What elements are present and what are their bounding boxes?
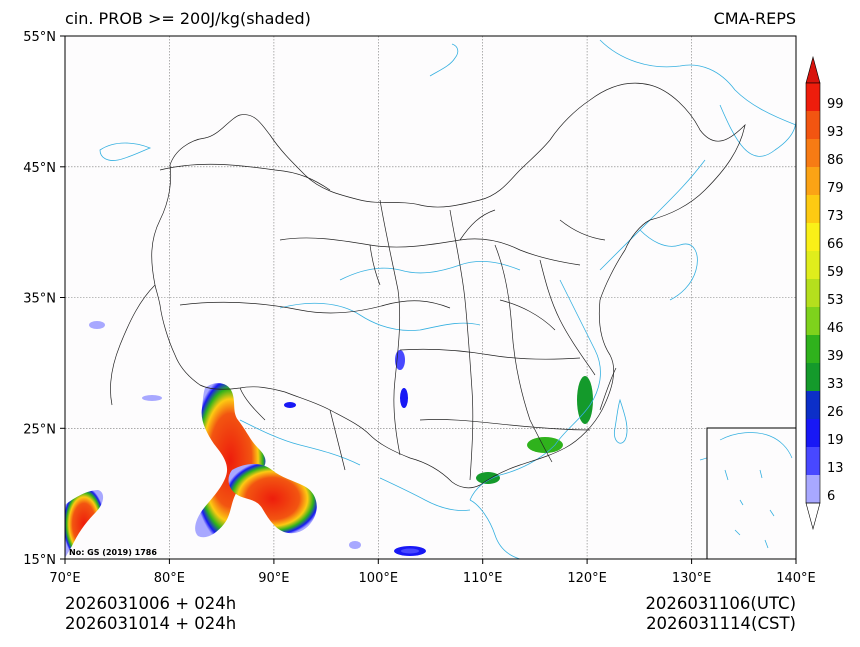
china-coast-shading: [577, 376, 593, 424]
colorbar-cell: [806, 307, 820, 336]
myanmar-shading: [349, 541, 361, 549]
colorbar-label: 33: [827, 377, 844, 392]
lon-label: 130°E: [672, 571, 712, 586]
tick-marks: [60, 35, 797, 564]
colorbar-cell: [806, 167, 820, 196]
colorbar-cell: [806, 391, 820, 420]
colorbar-cell: [806, 139, 820, 168]
colorbar-cell: [806, 447, 820, 476]
colorbar-cell: [806, 279, 820, 308]
colorbar-label: 19: [827, 433, 844, 448]
tibet-india-shading: [195, 383, 266, 538]
model-name: CMA-REPS: [713, 9, 796, 28]
china-coast-shading-2: [527, 437, 563, 453]
colorbar-over-arrow: [805, 55, 821, 84]
tibet-shading: [284, 402, 296, 408]
colorbar-cell: [806, 83, 820, 112]
colorbar-label: 46: [827, 321, 844, 336]
colorbar-label: 39: [827, 349, 844, 364]
lon-label: 120°E: [567, 571, 607, 586]
lat-label: 45°N: [23, 161, 56, 176]
colorbar-label: 26: [827, 405, 844, 420]
lon-label: 100°E: [359, 571, 399, 586]
colorbar-cell: [806, 195, 820, 224]
lon-label: 70°E: [49, 571, 80, 586]
lat-label: 35°N: [23, 292, 56, 307]
colorbar-label: 86: [827, 153, 844, 168]
colorbar-label: 6: [827, 489, 835, 504]
colorbar-cell: [806, 475, 820, 504]
colorbar-label: 13: [827, 461, 844, 476]
lat-label: 15°N: [23, 553, 56, 568]
yunnan-shading: [400, 388, 408, 408]
footer-valid-times: 2026031106(UTC) 2026031114(CST): [645, 594, 796, 634]
footer-init-times: 2026031006 + 024h 2026031014 + 024h: [65, 594, 236, 634]
lat-label: 25°N: [23, 422, 56, 437]
colorbar-cell: [806, 223, 820, 252]
colorbar-cell: [806, 111, 820, 140]
lon-label: 90°E: [258, 571, 289, 586]
lon-label: 110°E: [463, 571, 503, 586]
north-india-shading-2: [142, 395, 162, 401]
china-coast-shading-3: [476, 472, 500, 484]
colorbar-cell: [806, 363, 820, 392]
colorbar-cell: [806, 251, 820, 280]
valid-time-utc: 2026031106(UTC): [645, 594, 796, 613]
longitude-labels: 70°E 80°E 90°E 100°E 110°E 120°E 130°E 1…: [49, 571, 815, 586]
bay-of-bengal-shading: [228, 464, 317, 534]
lon-label: 80°E: [154, 571, 185, 586]
south-china-sea-inset: [706, 427, 796, 559]
lat-label: 55°N: [23, 30, 56, 45]
colorbar: 99 93 86 79 73 66 59 53 46 39 33 26 19 13 6: [805, 55, 844, 531]
probability-shading: [65, 321, 593, 558]
map-approval-number: No: GS (2019) 1786: [69, 548, 157, 557]
init-time-utc: 2026031006 + 024h: [65, 594, 237, 613]
colorbar-label: 73: [827, 209, 844, 224]
colorbar-label: 99: [827, 97, 844, 112]
colorbar-label: 93: [827, 125, 844, 140]
colorbar-label: 59: [827, 265, 844, 280]
colorbar-cell: [806, 419, 820, 448]
colorbar-under-arrow: [805, 502, 821, 531]
valid-time-cst: 2026031114(CST): [646, 614, 796, 633]
lon-label: 140°E: [776, 571, 816, 586]
coastlines-rivers: [99, 39, 796, 559]
arabian-shading: [65, 490, 104, 558]
map-title: cin. PROB >= 200J/kg(shaded): [65, 9, 311, 28]
north-india-shading-1: [89, 321, 105, 329]
colorbar-label: 53: [827, 293, 844, 308]
colorbar-label: 66: [827, 237, 844, 252]
init-time-cst: 2026031014 + 024h: [65, 614, 237, 633]
borders: [110, 82, 746, 489]
colorbar-label: 79: [827, 181, 844, 196]
latitude-labels: 55°N 45°N 35°N 25°N 15°N: [23, 30, 56, 568]
colorbar-cell: [806, 335, 820, 364]
